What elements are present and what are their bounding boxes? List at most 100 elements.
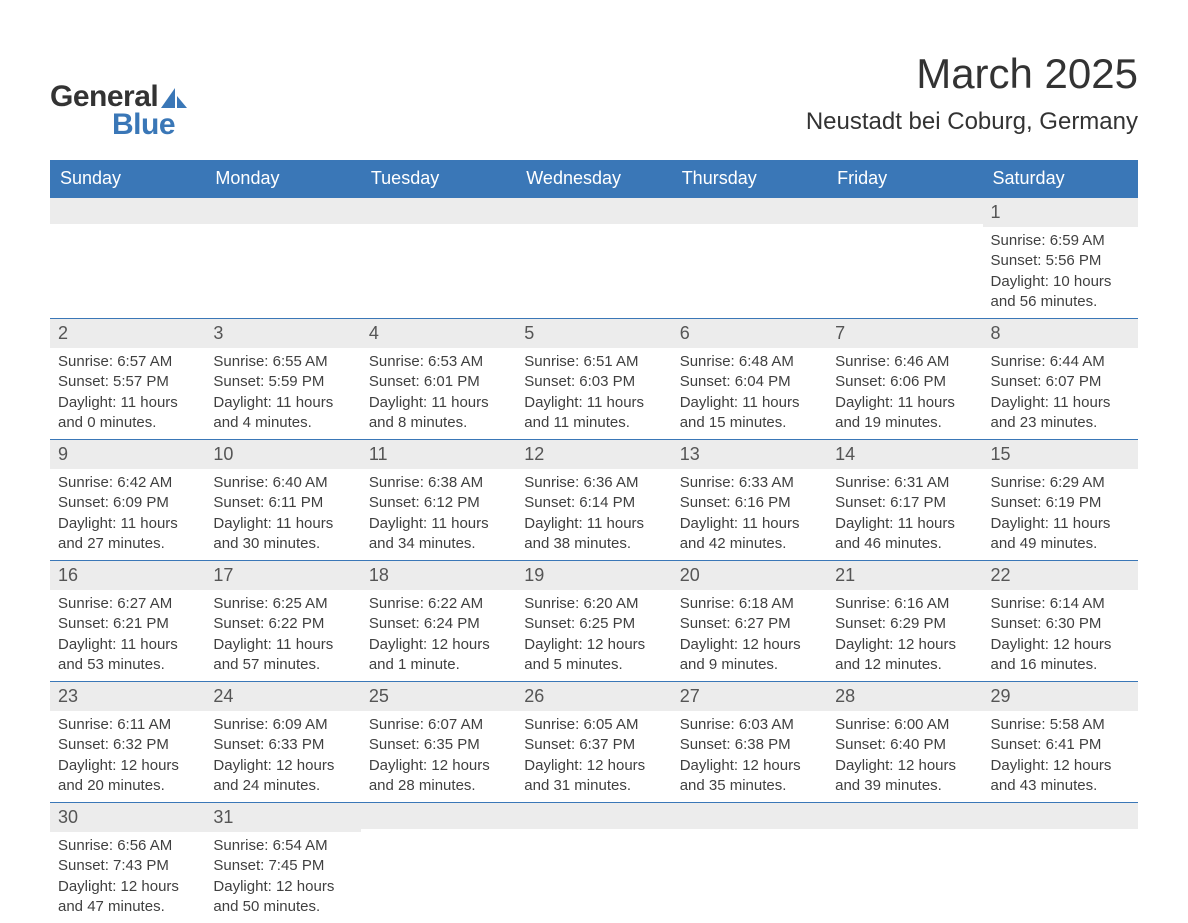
day-cell: 8Sunrise: 6:44 AMSunset: 6:07 PMDaylight… xyxy=(983,319,1138,440)
day-number xyxy=(672,803,827,829)
sunset-text: Sunset: 6:24 PM xyxy=(369,614,508,634)
weekday-header: Friday xyxy=(827,160,982,198)
day-number: 28 xyxy=(827,682,982,711)
weekday-header: Monday xyxy=(205,160,360,198)
sunrise-text: Sunrise: 6:22 AM xyxy=(369,594,508,614)
day-number: 23 xyxy=(50,682,205,711)
day-number: 19 xyxy=(516,561,671,590)
day-cell: 22Sunrise: 6:14 AMSunset: 6:30 PMDayligh… xyxy=(983,561,1138,682)
day-cell: 19Sunrise: 6:20 AMSunset: 6:25 PMDayligh… xyxy=(516,561,671,682)
sunset-text: Sunset: 6:37 PM xyxy=(524,735,663,755)
day-details: Sunrise: 6:38 AMSunset: 6:12 PMDaylight:… xyxy=(361,469,516,560)
day-number: 7 xyxy=(827,319,982,348)
day-number xyxy=(361,803,516,829)
sunset-text: Sunset: 6:14 PM xyxy=(524,493,663,513)
day-cell: 9Sunrise: 6:42 AMSunset: 6:09 PMDaylight… xyxy=(50,440,205,561)
day-cell: 25Sunrise: 6:07 AMSunset: 6:35 PMDayligh… xyxy=(361,682,516,803)
day-number: 31 xyxy=(205,803,360,832)
day-details: Sunrise: 6:54 AMSunset: 7:45 PMDaylight:… xyxy=(205,832,360,923)
daylight-text: Daylight: 11 hours and 49 minutes. xyxy=(991,514,1130,555)
sunset-text: Sunset: 6:06 PM xyxy=(835,372,974,392)
daylight-text: Daylight: 12 hours and 9 minutes. xyxy=(680,635,819,676)
day-details: Sunrise: 6:22 AMSunset: 6:24 PMDaylight:… xyxy=(361,590,516,681)
day-details xyxy=(827,829,982,901)
sunset-text: Sunset: 5:56 PM xyxy=(991,251,1130,271)
page-title: March 2025 xyxy=(806,50,1138,98)
sunset-text: Sunset: 6:30 PM xyxy=(991,614,1130,634)
sunrise-text: Sunrise: 6:48 AM xyxy=(680,352,819,372)
day-details: Sunrise: 6:40 AMSunset: 6:11 PMDaylight:… xyxy=(205,469,360,560)
sunset-text: Sunset: 6:35 PM xyxy=(369,735,508,755)
day-number: 29 xyxy=(983,682,1138,711)
day-number: 5 xyxy=(516,319,671,348)
daylight-text: Daylight: 12 hours and 28 minutes. xyxy=(369,756,508,797)
daylight-text: Daylight: 11 hours and 27 minutes. xyxy=(58,514,197,555)
day-details: Sunrise: 6:00 AMSunset: 6:40 PMDaylight:… xyxy=(827,711,982,802)
day-cell: 12Sunrise: 6:36 AMSunset: 6:14 PMDayligh… xyxy=(516,440,671,561)
day-details xyxy=(50,224,205,296)
sunrise-text: Sunrise: 6:00 AM xyxy=(835,715,974,735)
day-number xyxy=(827,803,982,829)
sunrise-text: Sunrise: 6:27 AM xyxy=(58,594,197,614)
day-details: Sunrise: 6:51 AMSunset: 6:03 PMDaylight:… xyxy=(516,348,671,439)
week-row: 2 Sunrise: 6:57 AMSunset: 5:57 PM Daylight… xyxy=(50,319,1138,440)
weekday-header: Thursday xyxy=(672,160,827,198)
day-cell xyxy=(827,198,982,319)
daylight-text: Daylight: 11 hours and 11 minutes. xyxy=(524,393,663,434)
day-details: Sunrise: 6:33 AMSunset: 6:16 PMDaylight:… xyxy=(672,469,827,560)
day-details xyxy=(983,829,1138,901)
day-cell: 6Sunrise: 6:48 AMSunset: 6:04 PMDaylight… xyxy=(672,319,827,440)
day-number xyxy=(50,198,205,224)
sunset-text: Sunset: 6:03 PM xyxy=(524,372,663,392)
sunrise-text: Sunrise: 6:03 AM xyxy=(680,715,819,735)
daylight-text: Daylight: 11 hours and 34 minutes. xyxy=(369,514,508,555)
sunrise-text: Sunrise: 6:25 AM xyxy=(213,594,352,614)
weekday-header-row: Sunday Monday Tuesday Wednesday Thursday… xyxy=(50,160,1138,198)
day-number: 22 xyxy=(983,561,1138,590)
sail-icon xyxy=(161,86,187,108)
sunset-text: Sunset: 6:25 PM xyxy=(524,614,663,634)
sunset-text: Sunset: 7:45 PM xyxy=(213,856,352,876)
daylight-text: Daylight: 11 hours and 15 minutes. xyxy=(680,393,819,434)
daylight-text: Daylight: 11 hours and 4 minutes. xyxy=(213,393,352,434)
daylight-text: Daylight: 12 hours and 50 minutes. xyxy=(213,877,352,918)
sunrise-text: Sunrise: 6:16 AM xyxy=(835,594,974,614)
day-details: Sunrise: 6:25 AMSunset: 6:22 PMDaylight:… xyxy=(205,590,360,681)
day-number: 21 xyxy=(827,561,982,590)
sunset-text: Sunset: 6:09 PM xyxy=(58,493,197,513)
location-subtitle: Neustadt bei Coburg, Germany xyxy=(806,108,1138,136)
day-cell: 20Sunrise: 6:18 AMSunset: 6:27 PMDayligh… xyxy=(672,561,827,682)
sunset-text: Sunset: 5:57 PM xyxy=(58,372,197,392)
sunset-text: Sunset: 6:41 PM xyxy=(991,735,1130,755)
day-cell xyxy=(983,803,1138,923)
sunrise-text: Sunrise: 6:20 AM xyxy=(524,594,663,614)
sunrise-text: Sunrise: 6:56 AM xyxy=(58,836,197,856)
day-cell: 7Sunrise: 6:46 AMSunset: 6:06 PMDaylight… xyxy=(827,319,982,440)
day-number: 3 xyxy=(205,319,360,348)
day-number: 18 xyxy=(361,561,516,590)
sunrise-text: Sunrise: 6:57 AM xyxy=(58,352,197,372)
day-number: 1 xyxy=(983,198,1138,227)
day-number: 20 xyxy=(672,561,827,590)
sunrise-text: Sunrise: 6:46 AM xyxy=(835,352,974,372)
sunrise-text: Sunrise: 6:33 AM xyxy=(680,473,819,493)
day-details xyxy=(672,224,827,296)
day-cell: 30Sunrise: 6:56 AMSunset: 7:43 PMDayligh… xyxy=(50,803,205,923)
day-details: Sunrise: 6:11 AMSunset: 6:32 PMDaylight:… xyxy=(50,711,205,802)
day-details: Sunrise: 6:42 AMSunset: 6:09 PMDaylight:… xyxy=(50,469,205,560)
day-cell: 27Sunrise: 6:03 AMSunset: 6:38 PMDayligh… xyxy=(672,682,827,803)
sunrise-text: Sunrise: 6:36 AM xyxy=(524,473,663,493)
day-number: 15 xyxy=(983,440,1138,469)
day-details xyxy=(205,224,360,296)
weekday-header: Tuesday xyxy=(361,160,516,198)
day-number: 4 xyxy=(361,319,516,348)
weekday-header: Sunday xyxy=(50,160,205,198)
day-details: Sunrise: 6:55 AMSunset: 5:59 PMDaylight:… xyxy=(205,348,360,439)
sunset-text: Sunset: 6:01 PM xyxy=(369,372,508,392)
day-cell xyxy=(672,803,827,923)
day-number xyxy=(516,803,671,829)
day-number: 2 xyxy=(50,319,205,348)
day-cell: 17Sunrise: 6:25 AMSunset: 6:22 PMDayligh… xyxy=(205,561,360,682)
day-cell: 4Sunrise: 6:53 AMSunset: 6:01 PMDaylight… xyxy=(361,319,516,440)
sunrise-text: Sunrise: 6:51 AM xyxy=(524,352,663,372)
